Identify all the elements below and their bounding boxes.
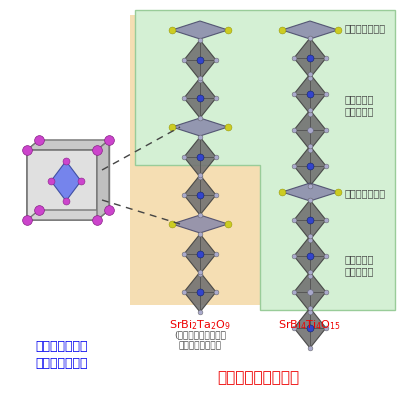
Polygon shape [135, 10, 395, 310]
Polygon shape [51, 161, 81, 201]
Polygon shape [282, 183, 338, 201]
Text: 単純ペロブスカ
イト構造誤電体: 単純ペロブスカ イト構造誤電体 [36, 340, 88, 370]
Polygon shape [97, 140, 109, 220]
Polygon shape [27, 140, 39, 220]
Polygon shape [294, 38, 326, 78]
Polygon shape [294, 236, 326, 276]
Polygon shape [172, 21, 228, 39]
Polygon shape [294, 74, 326, 114]
Polygon shape [294, 200, 326, 240]
Polygon shape [294, 308, 326, 348]
Text: (強誘電体メモリで広
く利用されている: (強誘電体メモリで広 く利用されている [174, 330, 226, 351]
Text: ビスマス層状誤電体: ビスマス層状誤電体 [217, 370, 299, 385]
Polygon shape [294, 146, 326, 186]
Text: SrBi$_2$Ta$_2$O$_9$: SrBi$_2$Ta$_2$O$_9$ [169, 318, 231, 332]
Text: 酸化ビスマス層: 酸化ビスマス層 [345, 23, 386, 33]
Text: ペロブスカ
イト構造層: ペロブスカ イト構造層 [345, 254, 374, 276]
Polygon shape [27, 210, 109, 220]
Polygon shape [172, 118, 228, 136]
FancyBboxPatch shape [130, 15, 395, 305]
Polygon shape [184, 78, 216, 118]
Text: SrBi$_4$Ti$_4$O$_{15}$: SrBi$_4$Ti$_4$O$_{15}$ [278, 318, 342, 332]
Polygon shape [184, 40, 216, 80]
Polygon shape [184, 137, 216, 177]
Text: 酸化ビスマス層: 酸化ビスマス層 [345, 188, 386, 198]
Polygon shape [27, 140, 109, 150]
Polygon shape [184, 272, 216, 312]
Polygon shape [27, 150, 97, 220]
Polygon shape [39, 140, 109, 210]
Text: ペロブスカ
イト構造層: ペロブスカ イト構造層 [345, 94, 374, 116]
Polygon shape [172, 215, 228, 233]
Polygon shape [282, 21, 338, 39]
Polygon shape [184, 175, 216, 215]
Polygon shape [294, 272, 326, 312]
Polygon shape [294, 110, 326, 150]
Polygon shape [184, 234, 216, 274]
